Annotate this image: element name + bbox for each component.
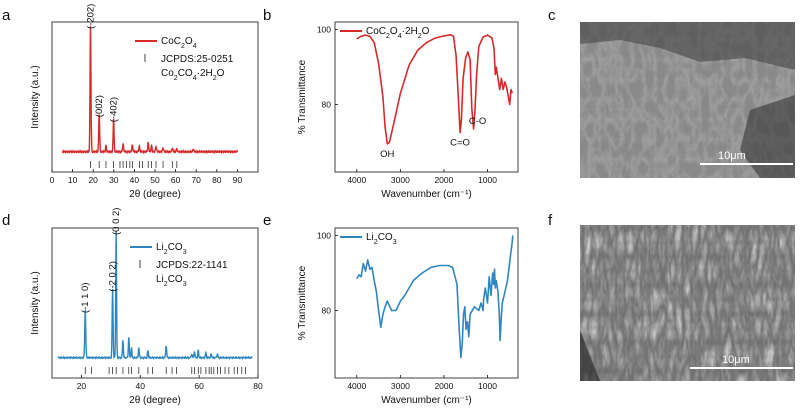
xrd-chart-cobalt-oxalate: 0 10 20 30 40 50 60 70 80 90 2θ (degree) Intensity … — [30, 4, 259, 200]
y-axis-label: Intensity (a.u.) — [30, 271, 41, 334]
peak-label: (-202) — [86, 4, 97, 29]
x-tick-label: 3000 — [391, 175, 410, 185]
series-line — [356, 235, 514, 359]
legend-label: Li2CO3 — [366, 232, 397, 246]
x-tick-label: 50 — [150, 175, 160, 185]
legend-reference-formula: Co2CO4·2H2O — [161, 68, 225, 82]
x-axis-label: 2θ (degree) — [129, 395, 181, 406]
peak-label: (002) — [94, 95, 105, 117]
y-tick-label: 100 — [317, 25, 331, 35]
x-tick-label: 0 — [50, 175, 55, 185]
x-tick-label: 1000 — [478, 175, 497, 185]
legend-reference-label: JCPDS:25-0251 — [161, 54, 234, 65]
x-tick-label: 3000 — [391, 381, 410, 391]
scale-bar-label-f: 10μm — [722, 354, 750, 366]
x-tick-label: 90 — [233, 175, 243, 185]
panel-letter-c: c — [548, 7, 556, 24]
x-tick-label: 10 — [68, 175, 78, 185]
panel-letter-f: f — [548, 212, 553, 229]
peak-label: (0 0 2) — [111, 208, 122, 235]
x-tick-label: 60 — [194, 381, 204, 391]
x-tick-label: 60 — [171, 175, 181, 185]
xrd-chart-lithium-carbonate: 20 40 60 80 2θ (degree) Intensity (a.u.) (-1 1… — [30, 208, 263, 406]
y-tick-label: 80 — [322, 100, 332, 110]
legend-reference-formula: Li2CO3 — [156, 274, 187, 288]
x-tick-label: 70 — [191, 175, 201, 185]
legend-label: CoC2O4·2H2O — [366, 26, 430, 40]
y-axis-label: % Transmittance — [297, 265, 308, 340]
x-tick-label: 40 — [136, 381, 146, 391]
x-tick-label: 80 — [253, 381, 263, 391]
series-line — [61, 26, 239, 155]
y-tick-label: 100 — [317, 231, 331, 241]
series-line — [356, 33, 514, 145]
band-label: C=O — [450, 138, 470, 149]
plot-frame — [51, 227, 259, 379]
y-axis-label: Intensity (a.u.) — [30, 65, 41, 128]
y-axis-label: % Transmittance — [297, 59, 308, 134]
x-tick-label: 4000 — [347, 381, 366, 391]
scale-bar-label-c: 10μm — [718, 150, 746, 162]
x-tick-label: 1000 — [478, 381, 497, 391]
x-axis-label: 2θ (degree) — [129, 189, 181, 200]
band-label: OH — [380, 149, 394, 160]
plot-frame — [334, 227, 519, 379]
series-line — [57, 231, 253, 360]
plot-frame — [334, 21, 519, 173]
panel-letter-e: e — [263, 212, 271, 229]
ftir-chart-lithium-carbonate: 4000 3000 2000 1000 80 100 Wavenumber (cm⁻¹) % … — [297, 227, 519, 406]
legend-label: CoC2O4 — [161, 36, 197, 50]
ftir-chart-cobalt-oxalate: 4000 3000 2000 1000 80 100 Wavenumber (cm⁻¹) % … — [297, 21, 519, 200]
panel-letter-b: b — [263, 7, 271, 24]
x-tick-label: 80 — [212, 175, 222, 185]
sem-image-f: 10μm — [580, 225, 795, 381]
x-axis-label: Wavenumber (cm⁻¹) — [381, 189, 471, 200]
x-tick-label: 2000 — [434, 381, 453, 391]
y-tick-label: 80 — [322, 306, 332, 316]
x-tick-label: 20 — [77, 381, 87, 391]
legend-label: Li2CO3 — [156, 242, 187, 256]
x-tick-label: 20 — [88, 175, 98, 185]
peak-label: (-2 0 2) — [108, 261, 119, 292]
x-tick-label: 4000 — [347, 175, 366, 185]
peak-label: (-402) — [109, 97, 120, 122]
x-tick-label: 40 — [130, 175, 140, 185]
panel-letter-d: d — [2, 212, 10, 229]
x-tick-label: 30 — [109, 175, 119, 185]
x-axis-label: Wavenumber (cm⁻¹) — [381, 395, 471, 406]
x-tick-label: 2000 — [434, 175, 453, 185]
legend-reference-label: JCPDS:22-1141 — [156, 260, 228, 271]
panel-letter-a: a — [2, 7, 11, 24]
band-label: C-O — [469, 116, 486, 127]
sem-image-c: 10μm — [580, 22, 795, 178]
peak-label: (-1 1 0) — [80, 282, 91, 313]
